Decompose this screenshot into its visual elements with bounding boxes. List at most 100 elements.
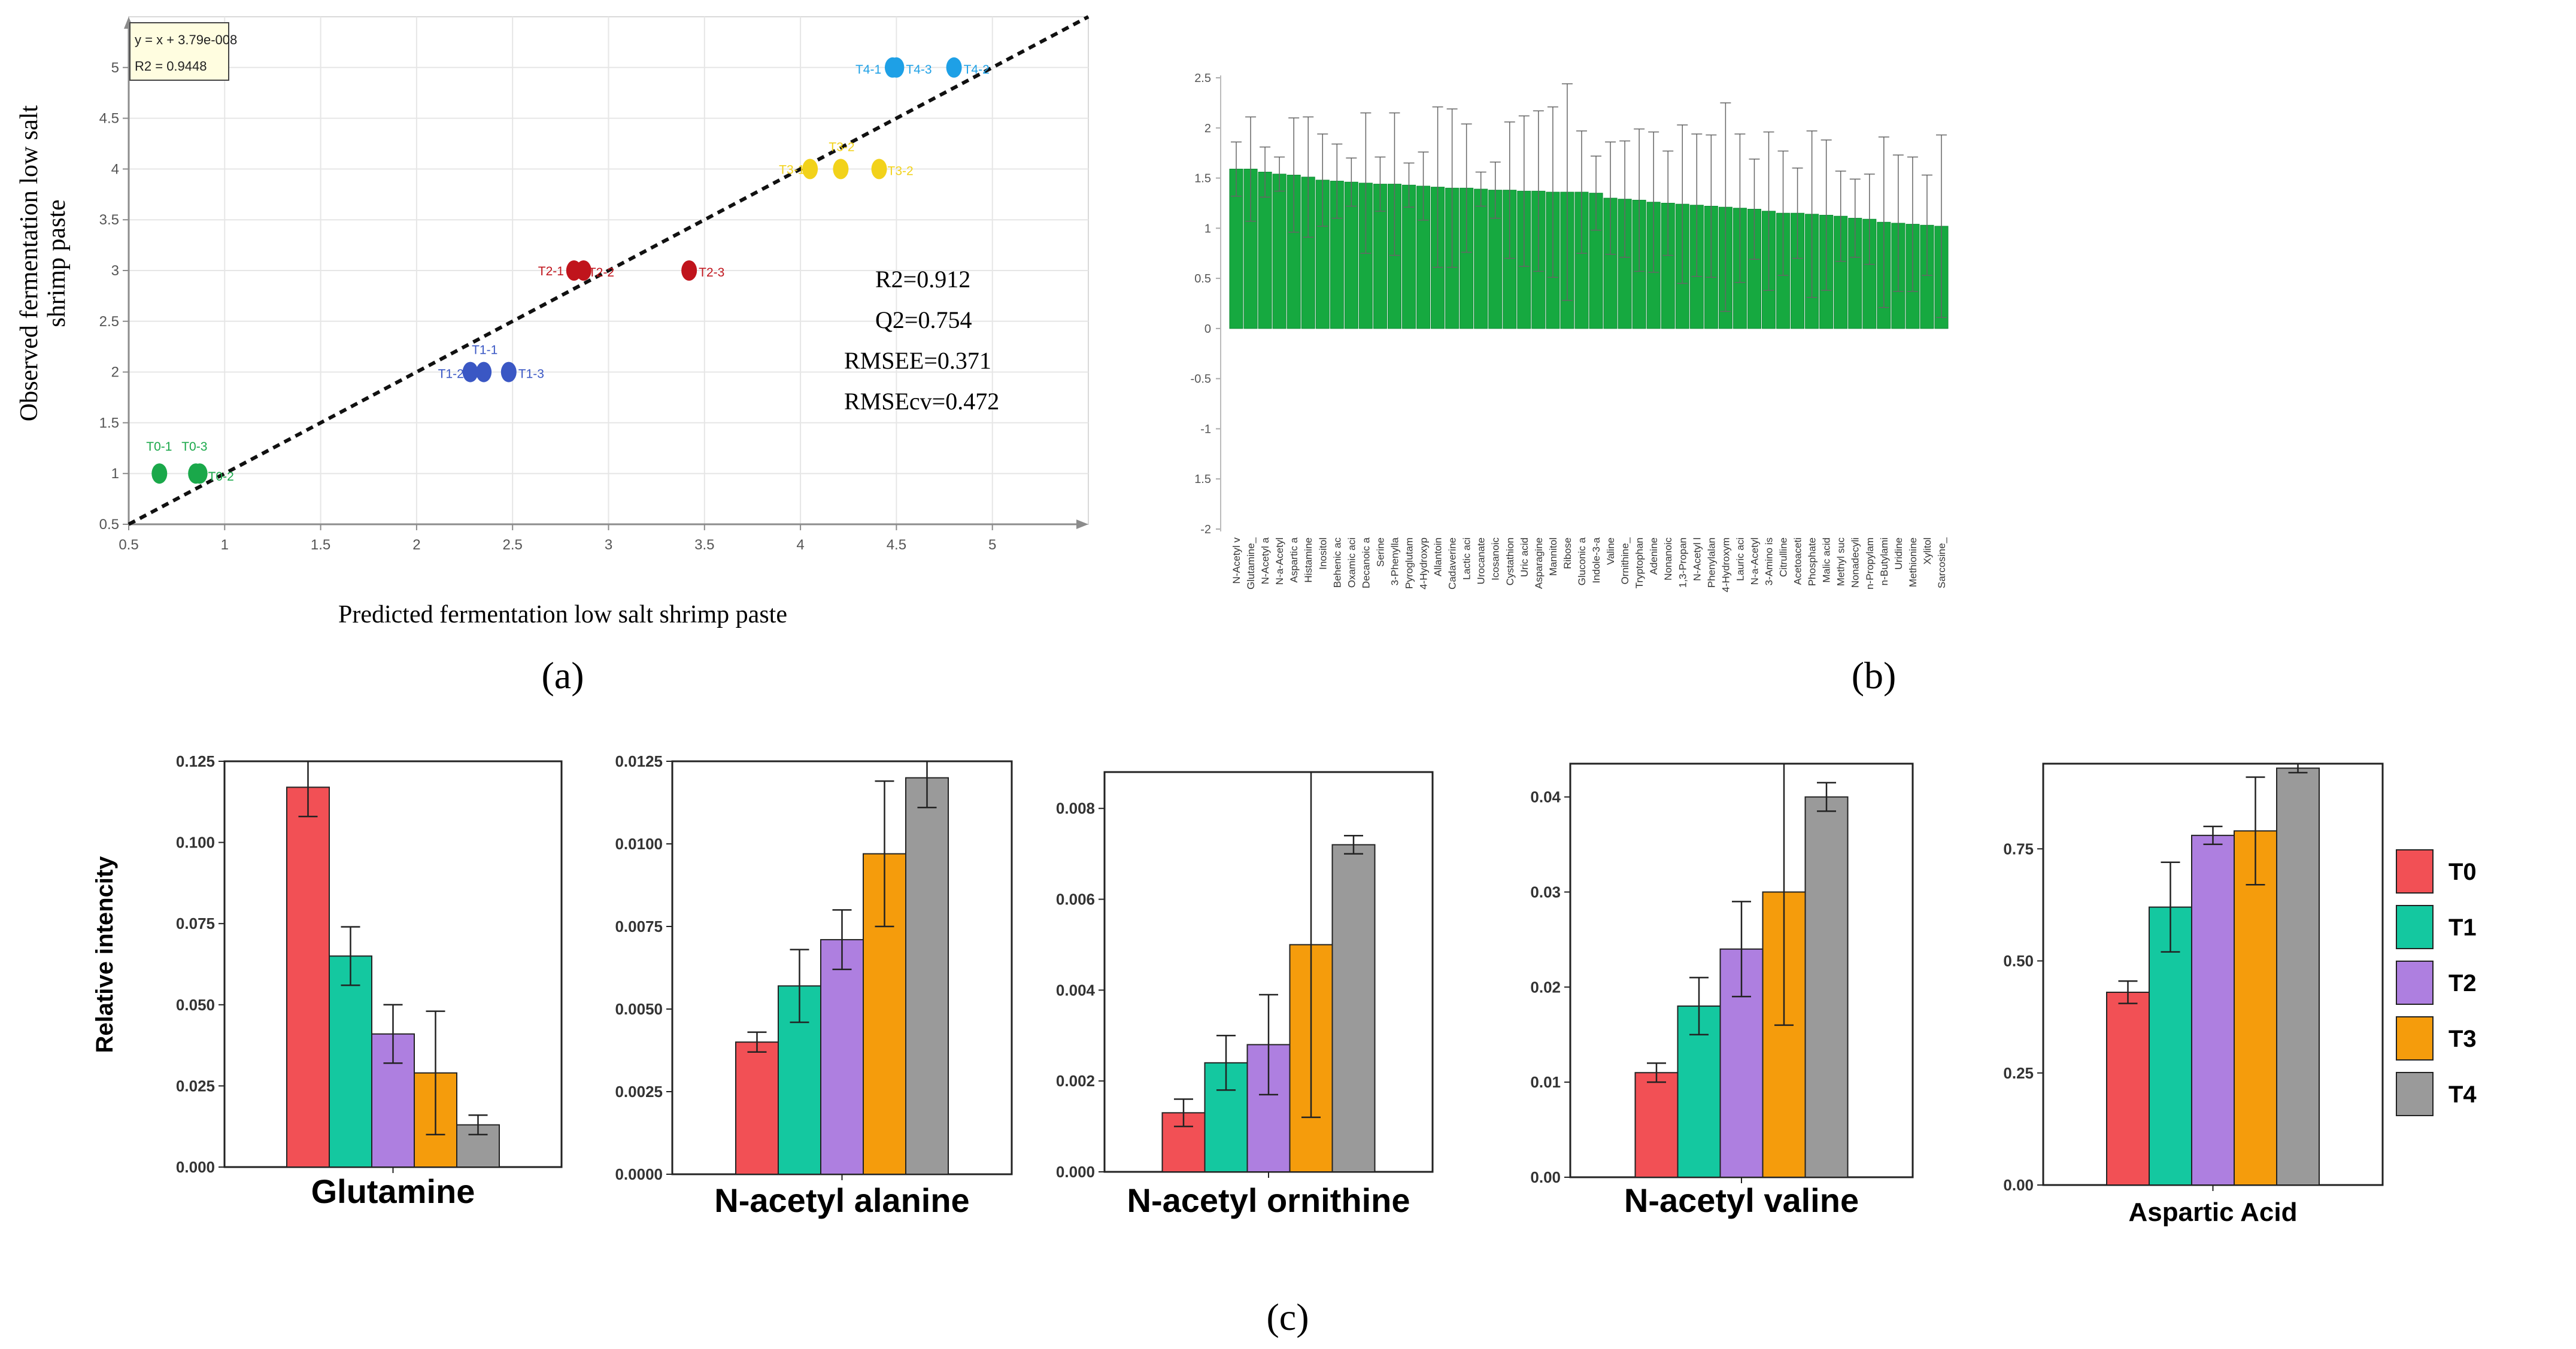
error-bar	[1774, 764, 1794, 1026]
category-label: 1,3-Propan	[1677, 537, 1688, 588]
error-bar	[1921, 174, 1932, 276]
error-bar	[1689, 977, 1709, 1035]
y-tick-label: 0.0000	[615, 1165, 663, 1183]
y-tick-label: 0.002	[1056, 1072, 1095, 1090]
error-bar	[1461, 123, 1472, 253]
y-tick-label: 0.050	[176, 996, 215, 1014]
error-bar	[1389, 112, 1400, 256]
category-label: Malic acid	[1821, 537, 1832, 583]
bar-t2	[820, 939, 864, 1175]
chart-title: N-acetyl alanine	[714, 1181, 969, 1219]
category-label: N-a-Acetyl	[1274, 537, 1285, 585]
category-label: Xylitol	[1922, 537, 1933, 564]
bar-t4	[1331, 844, 1376, 1173]
point-label: T0-2	[208, 470, 234, 484]
error-bar	[1806, 130, 1818, 298]
x-tick-label: 2.5	[503, 537, 523, 553]
point-label: T1-3	[518, 367, 544, 381]
bar-t4	[905, 777, 949, 1175]
category-label: Citrulline	[1778, 537, 1789, 577]
error-bar	[747, 1031, 767, 1053]
category-label: Decanoic a	[1360, 537, 1372, 588]
error-bar	[1605, 141, 1616, 255]
scatter-point	[802, 159, 818, 180]
chart-aspartic-acid: 0.00 0.25 0.50 0.75 Aspartic Acid	[2003, 762, 2384, 1227]
point-label: T2-1	[538, 265, 564, 278]
scatter-point	[681, 260, 697, 281]
x-tick-label: 4	[796, 537, 804, 553]
error-bar	[1303, 116, 1314, 238]
category-label: Serine	[1375, 537, 1386, 567]
error-bar	[1792, 168, 1803, 259]
y-tick-label: 0.0125	[615, 752, 663, 770]
error-bar	[1817, 782, 1836, 812]
scatter-point	[192, 463, 208, 484]
error-bar	[1732, 901, 1751, 998]
error-bar	[1849, 178, 1861, 258]
equation-line: y = x + 3.79e-008	[135, 32, 237, 47]
chart-n-acetyl-ornithine: 0.000 0.002 0.004 0.006 0.008 N-acetyl ornith…	[1056, 771, 1434, 1219]
category-label: Phenylalan	[1706, 537, 1717, 588]
error-bar	[1518, 115, 1530, 267]
stat-q2: Q2=0.754	[875, 306, 972, 333]
point-label: T4-1	[855, 63, 881, 77]
error-bar	[1346, 157, 1357, 207]
point-label: T1-2	[438, 367, 464, 381]
point-label: T4-2	[964, 63, 990, 77]
error-bar	[1259, 993, 1278, 1096]
error-bar	[1245, 116, 1257, 222]
error-bar	[1475, 171, 1486, 207]
x-tick-label: 4.5	[887, 537, 906, 553]
vip-bar	[1474, 189, 1488, 329]
scatter-point	[575, 260, 591, 281]
y-tick-label: 1	[111, 466, 119, 482]
category-label: Ornithine_	[1619, 537, 1631, 584]
bar-t0	[2106, 991, 2150, 1186]
error-bar	[1677, 124, 1688, 284]
error-bar	[1504, 121, 1515, 259]
fit-line	[128, 15, 1090, 526]
y-tick-label: 0.0050	[615, 1000, 663, 1018]
category-label: N-a-Acetyl	[1749, 537, 1760, 585]
y-tick-label: 2	[111, 364, 119, 381]
category-label: Histamine	[1303, 537, 1314, 583]
panel-b-vip-bars: 2.5 2 1.5 1 0.5 0 -0.5 -1 1.5 -2 N-Acetyl v Glutam…	[1191, 72, 1949, 697]
error-bar	[1174, 1098, 1193, 1128]
legend-swatch-t2	[2396, 961, 2434, 1005]
category-label: Glutamine_	[1245, 537, 1257, 589]
error-bar	[1344, 835, 1363, 855]
bar-t4	[1804, 796, 1849, 1178]
point-label: T0-3	[181, 440, 207, 454]
error-bar	[1935, 134, 1947, 318]
error-bar	[1403, 162, 1415, 208]
equation-r2: R2 = 0.9448	[135, 59, 207, 74]
x-tick-label: 3	[605, 537, 612, 553]
error-bar	[790, 949, 809, 1023]
category-label: N-Acetyl l	[1691, 537, 1703, 581]
x-tick-label: 3.5	[694, 537, 714, 553]
category-label: Gluconic a	[1576, 537, 1588, 585]
category-label: Lauric aci	[1734, 537, 1746, 581]
scatter-point	[833, 159, 849, 180]
category-label: Methionine	[1907, 537, 1919, 587]
error-bar	[426, 1010, 445, 1136]
chart-glutamine: 0.000 0.025 0.050 0.075 0.100 0.125 Glutamine	[176, 752, 563, 1210]
legend-swatch-t4	[2396, 1072, 2434, 1116]
point-label: T3-1	[779, 163, 805, 177]
legend: T0 T1 T2 T3 T4	[2396, 849, 2477, 1116]
chart-title: Aspartic Acid	[2128, 1198, 2297, 1227]
y-tick-label: 2.5	[1194, 72, 1211, 85]
error-bar	[1634, 128, 1645, 272]
y-tick-label: 0.75	[2003, 840, 2034, 858]
y-tick-label: 2.5	[99, 314, 119, 330]
point-label: T4-3	[906, 63, 932, 77]
y-axis-label-relative-intensity: Relative intencity	[92, 856, 118, 1053]
error-bar	[832, 909, 852, 971]
error-bar	[1647, 1062, 1666, 1083]
point-label: T1-1	[472, 344, 497, 357]
point-label: T2-3	[699, 266, 724, 279]
y-tick-label: 0.0075	[615, 917, 663, 935]
category-label: Inositol	[1317, 537, 1328, 570]
y-tick-label: 1.5	[1194, 172, 1211, 186]
